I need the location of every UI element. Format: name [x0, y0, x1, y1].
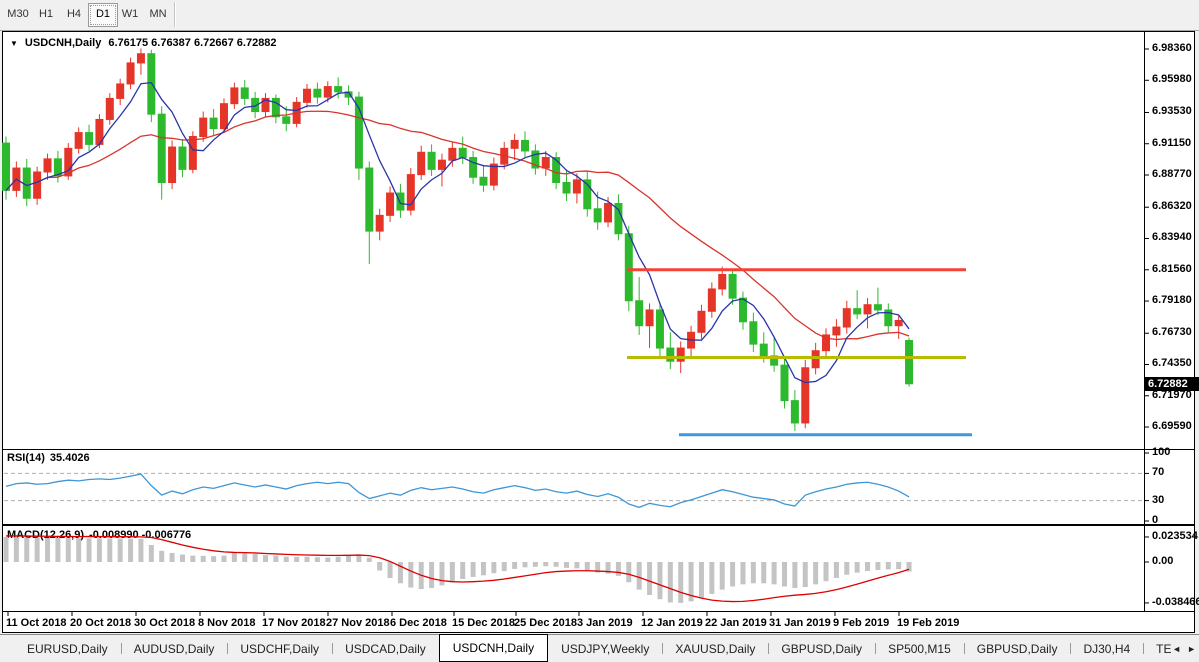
- chart-tab-7-gbpusd-daily[interactable]: GBPUSD,Daily: [768, 635, 875, 662]
- chart-tab-11-tech100[interactable]: TECH100,: [1143, 635, 1172, 662]
- rsi-value: 35.4026: [49, 452, 90, 464]
- macd-indicator-label: MACD(12,26,9) -0.008990 -0.006776: [7, 529, 191, 541]
- chart-tab-bar: EURUSD,Daily AUDUSD,Daily USDCHF,Daily USDC…: [0, 634, 1199, 662]
- timeframe-button-d1[interactable]: D1: [88, 3, 118, 27]
- rsi-indicator-label: RSI(14) 35.4026: [7, 452, 90, 464]
- price-axis-border: [1144, 32, 1145, 611]
- timeframe-button-mn[interactable]: MN: [149, 8, 167, 20]
- chart-tab-6-xauusd-daily[interactable]: XAUUSD,Daily: [662, 635, 768, 662]
- scroll-left-icon[interactable]: ◄: [1172, 643, 1182, 654]
- timeframe-button-w1[interactable]: W1: [121, 8, 139, 20]
- timeframe-button-m30[interactable]: M30: [7, 8, 29, 20]
- timeframe-button-h1[interactable]: H1: [38, 8, 54, 20]
- macd-name: MACD(12,26,9): [7, 529, 85, 541]
- current-price-tag: 6.72882: [1145, 376, 1199, 391]
- chart-tab-9-gbpusd-daily[interactable]: GBPUSD,Daily: [963, 635, 1071, 662]
- chart-window[interactable]: [2, 31, 1195, 633]
- tab-scroll-buttons: ◄ ►: [1172, 635, 1199, 662]
- chart-tab-5-usdjpy-weekly[interactable]: USDJPY,Weekly: [561, 641, 650, 656]
- chart-tab-1-audusd-daily[interactable]: AUDUSD,Daily: [120, 635, 228, 662]
- chart-title: ▼ USDCNH,Daily 6.76175 6.76387 6.72667 6…: [10, 37, 277, 49]
- pane-border-macd-dates: [2, 611, 1195, 612]
- chart-tab-4-usdcnh-daily[interactable]: USDCNH,Daily: [438, 634, 549, 662]
- timeframe-button-h4[interactable]: H4: [66, 8, 82, 20]
- timeframe-toolbar: M30 H1 H4 D1 W1 MN: [0, 0, 1199, 31]
- chart-symbol-label: USDCNH,Daily: [24, 37, 102, 49]
- pane-border-rsi-macd: [2, 524, 1195, 526]
- chart-tab-0-eurusd-daily[interactable]: EURUSD,Daily: [27, 641, 108, 656]
- chart-tab-3-usdcad-daily[interactable]: USDCAD,Daily: [332, 635, 439, 662]
- macd-value: -0.008990 -0.006776: [89, 529, 192, 541]
- chart-ohlc-values: 6.76175 6.76387 6.72667 6.72882: [108, 37, 277, 49]
- chart-tab-2-usdchf-daily[interactable]: USDCHF,Daily: [227, 635, 332, 662]
- symbol-dropdown-icon[interactable]: ▼: [10, 38, 18, 48]
- chart-tab-10-dj30-h4[interactable]: DJ30,H4: [1070, 635, 1143, 662]
- pane-border-main-rsi: [2, 449, 1195, 450]
- toolbar-separator: [174, 2, 176, 27]
- scroll-right-icon[interactable]: ►: [1187, 643, 1196, 654]
- chart-tab-8-sp500-m15[interactable]: SP500,M15: [875, 635, 964, 662]
- rsi-name: RSI(14): [7, 452, 45, 464]
